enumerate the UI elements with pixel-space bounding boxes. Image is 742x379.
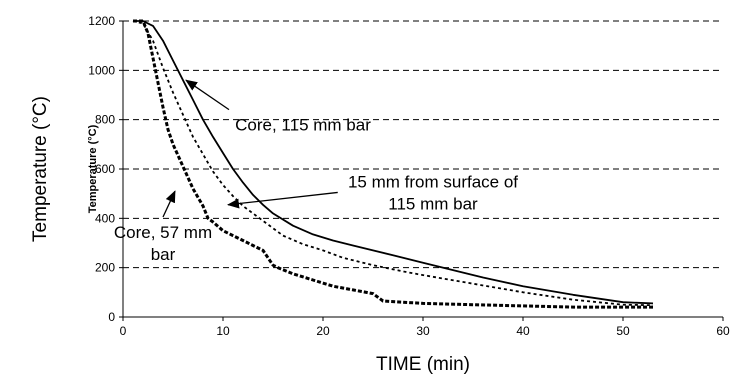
y-tick-label: 0 [108,310,115,324]
y-axis-title-small: Temperature (°C) [87,124,99,213]
x-axis-title: TIME (min) [376,354,470,375]
x-tick-label: 40 [516,324,530,338]
y-tick-label: 800 [95,113,115,127]
x-tick-label: 60 [716,324,730,338]
annotation-arrow [186,80,229,109]
annotation-arrow [163,191,175,217]
x-tick-label: 50 [616,324,630,338]
x-tick-label: 20 [316,324,330,338]
y-axis-title: Temperature (°C) [30,96,51,242]
series-line-1 [133,21,653,303]
axes [119,21,723,321]
horizontal-grid [123,21,723,268]
x-tick-label: 30 [416,324,430,338]
series-line-3 [133,21,653,307]
annotations: Core, 115 mm bar 15 mm from surface of 115… [114,80,518,264]
y-tick-label: 200 [95,261,115,275]
annotation-label: 115 mm bar [388,194,478,213]
y-tick-label: 1000 [88,63,115,77]
annotation-label: bar [151,245,176,264]
annotation-label: Core, 57 mm [114,223,212,242]
annotation-label: Core, 115 mm bar [235,116,371,135]
annotation-label: 15 mm from surface of [348,172,518,191]
annotation-arrow [228,192,338,204]
y-tick-label: 1200 [88,14,115,28]
series-line-2 [133,21,653,305]
x-tick-label: 0 [120,324,127,338]
x-tick-label: 10 [216,324,230,338]
series-group [133,21,653,307]
